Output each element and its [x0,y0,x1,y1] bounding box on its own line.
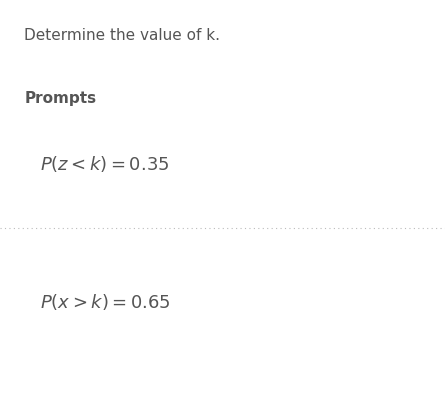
Text: Prompts: Prompts [24,91,97,106]
Text: $P( z < k) = 0.35$: $P( z < k) = 0.35$ [40,154,170,174]
Text: $P( x > k) = 0.65$: $P( x > k) = 0.65$ [40,292,171,312]
Text: Determine the value of k.: Determine the value of k. [24,28,220,43]
